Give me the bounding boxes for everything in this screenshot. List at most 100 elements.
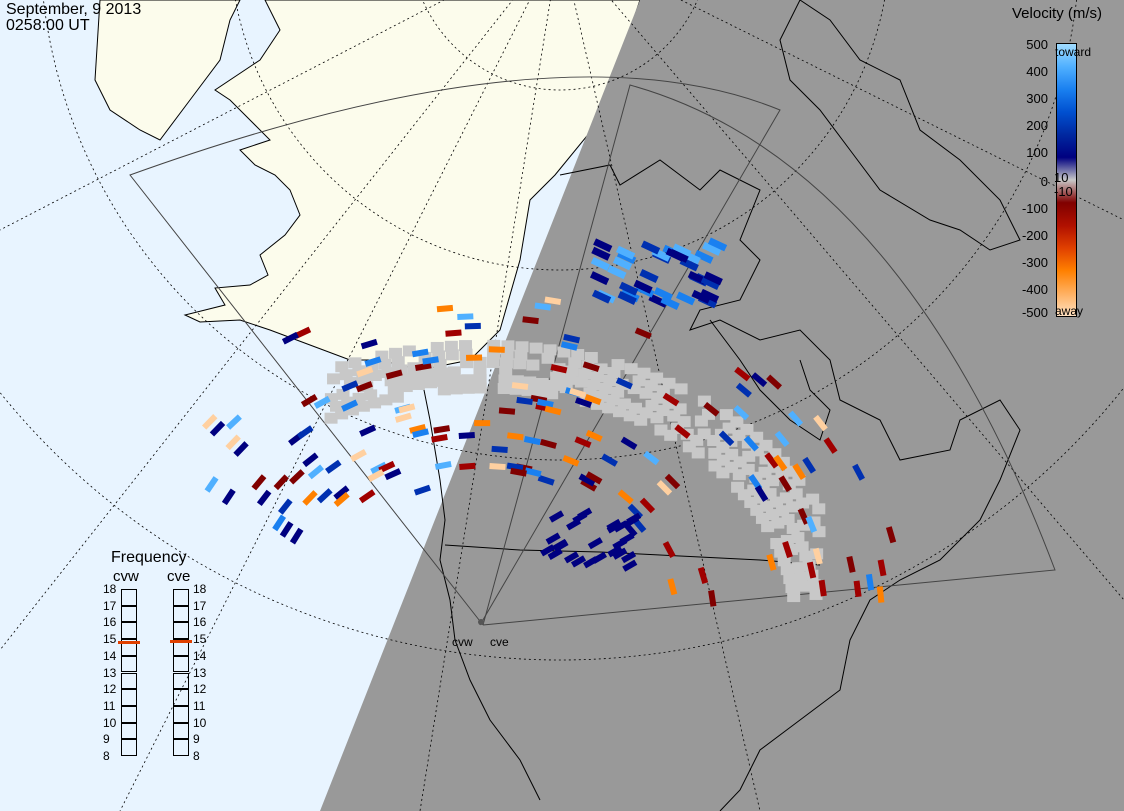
scatter-cell [774, 546, 788, 558]
frequency-title: Frequency [111, 549, 187, 566]
scatter-cell [281, 331, 299, 345]
scatter-cell [708, 460, 722, 472]
scatter-cell [565, 365, 579, 377]
scatter-cell [697, 428, 711, 440]
scatter-cell [765, 509, 779, 521]
scatter-cell [632, 375, 646, 387]
date-label: September, 9 2013 [6, 1, 142, 18]
scatter-cell [356, 373, 370, 385]
scatter-cell [593, 238, 613, 253]
scatter-cell [333, 491, 350, 507]
scatter-cell [360, 338, 378, 350]
scatter-cell [324, 412, 338, 424]
scatter-cell [697, 566, 709, 584]
scatter-cell [784, 543, 798, 555]
night-region [320, 0, 1124, 811]
scatter-cell [615, 377, 633, 390]
scatter-cell [578, 368, 592, 380]
scatter-cell [544, 405, 562, 416]
scatter-cell [660, 296, 680, 310]
colorbar-tick-label: 500 [1026, 37, 1048, 52]
scatter-cell [618, 281, 639, 296]
scatter-cell [389, 347, 403, 359]
scatter-cell [799, 550, 813, 562]
coastline-west [419, 369, 541, 801]
scatter-cell [701, 408, 715, 420]
frequency-scale-cell [121, 605, 137, 623]
scatter-cell [434, 460, 452, 470]
scatter-cell [877, 559, 887, 577]
scatter-cell [378, 460, 396, 474]
scatter-cell [735, 382, 752, 398]
frequency-scale-cell [173, 672, 189, 690]
scatter-cell [571, 349, 585, 361]
scatter-cell [474, 420, 491, 427]
scatter-cell [522, 316, 539, 325]
frequency-scale-cell [121, 722, 137, 740]
scatter-cell [367, 469, 385, 483]
scatter-cell [341, 396, 355, 408]
scatter-cell [447, 366, 461, 378]
scatter-cell [754, 485, 769, 502]
scatter-cell [584, 351, 598, 363]
scatter-cell [633, 279, 653, 294]
scatter-cell [603, 374, 617, 386]
scatter-cell [761, 521, 775, 533]
scatter-cell [681, 250, 701, 265]
scatter-cell [343, 377, 357, 389]
scatter-cell [650, 412, 664, 424]
scatter-cell [418, 351, 432, 363]
scatter-cell [648, 293, 668, 308]
scatter-cell [771, 517, 785, 529]
scatter-cell [750, 445, 764, 457]
scatter-cell [506, 462, 524, 471]
scatter-cell [368, 397, 382, 409]
frequency-scale-cell [121, 739, 137, 756]
radar-fov [129, 76, 1056, 626]
scatter-cell [674, 424, 691, 439]
scatter-cell [782, 540, 793, 559]
scatter-cell [514, 349, 528, 361]
scatter-cell [307, 464, 324, 480]
scatter-cell [786, 522, 800, 534]
scatter-cell [656, 405, 670, 417]
scatter-cell [209, 420, 226, 437]
scatter-cell [325, 459, 342, 474]
scatter-cell [691, 289, 711, 304]
scatter-cell [634, 327, 652, 340]
radar-site-marker [478, 619, 484, 625]
scatter-cell [449, 383, 463, 395]
scatter-cell [794, 571, 808, 583]
scatter-cell [543, 344, 557, 356]
scatter-cell [336, 388, 350, 400]
scatter-cell [539, 438, 557, 449]
time-label: 0258:00 UT [6, 17, 90, 34]
scatter-cell [289, 469, 305, 485]
scatter-cell [407, 362, 421, 374]
scatter-cell [612, 537, 628, 550]
scatter-cell [637, 367, 651, 379]
scatter-cell [412, 428, 430, 439]
frequency-scale-label: 17 [103, 598, 117, 613]
scatter-cell [473, 365, 487, 377]
scatter-cell [540, 544, 556, 557]
scatter-cell [644, 380, 658, 392]
scatter-cell [615, 245, 636, 260]
scatter-cell [620, 436, 638, 451]
scatter-cell [497, 383, 511, 395]
scatter-cell [662, 397, 676, 409]
scatter-cell [547, 379, 561, 391]
scatter-cell [359, 424, 377, 437]
scatter-cell [378, 358, 392, 370]
scatter-cell [534, 302, 552, 311]
scatter-cell [792, 463, 806, 480]
scatter-cell [500, 348, 514, 360]
scatter-cell [716, 441, 730, 453]
scatter-cell [677, 416, 691, 428]
scatter-cell [590, 371, 604, 383]
colorbar-tick-label: 0 [1040, 174, 1048, 189]
scatter-cell [499, 357, 513, 369]
scatter-cell [654, 424, 668, 436]
scatter-cell [611, 386, 625, 398]
scatter-cell [694, 249, 714, 264]
